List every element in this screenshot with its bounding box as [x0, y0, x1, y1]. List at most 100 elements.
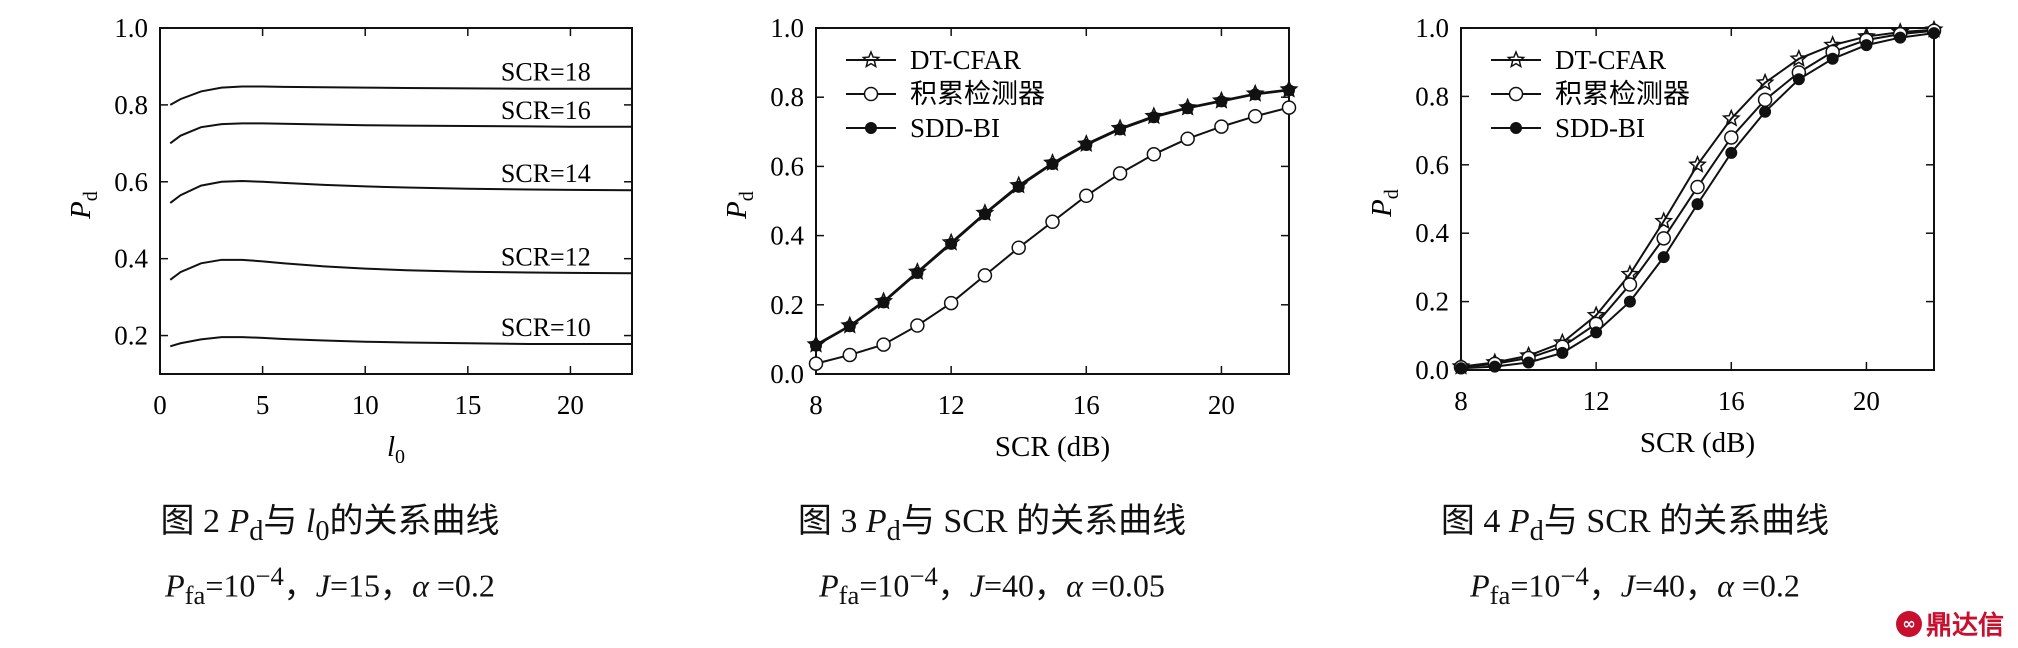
figure-4-title: 图 4 Pd与 SCR 的关系曲线 — [1305, 500, 1965, 554]
data-point — [1826, 52, 1839, 65]
y-tick-label: 0.6 — [770, 151, 804, 181]
figure-4-params: Pfa=10−4，J=40，α =0.2 — [1305, 554, 1965, 617]
data-point — [943, 295, 959, 311]
data-point — [1249, 88, 1262, 101]
figure-2-caption: 图 2 Pd与 l0的关系曲线 Pfa=10−4，J=15，α =0.2 — [0, 500, 660, 617]
chart-pd-vs-scr-alpha-005: 0.0 0.2 0.4 0.6 0.8 1.0 8 12 16 20 Pd SCR (dB) DT-CF… — [721, 13, 1299, 463]
y-tick-label: 0.2 — [114, 321, 148, 351]
title-text-end: 的关系曲线 — [329, 503, 500, 540]
data-point — [1757, 92, 1773, 108]
param-p: P — [1470, 567, 1490, 604]
y-tick-label: 0.4 — [1415, 218, 1449, 248]
series-line — [815, 106, 1290, 365]
x-axis-label: l0 — [387, 431, 405, 468]
plot-frame — [159, 27, 633, 375]
param-j: J — [969, 567, 984, 604]
param-exp: −4 — [1560, 560, 1589, 591]
param-alpha: α — [1066, 567, 1083, 604]
curve-label: SCR=10 — [501, 313, 591, 342]
title-variable: l — [305, 503, 316, 540]
data-point — [1792, 73, 1805, 86]
figure-4-caption: 图 4 Pd与 SCR 的关系曲线 Pfa=10−4，J=40，α =0.2 — [1305, 500, 1965, 617]
series-1: SCR=18 — [169, 58, 632, 106]
data-point — [1623, 295, 1636, 308]
data-point — [1146, 147, 1162, 162]
data-point — [1654, 211, 1674, 230]
data-point — [1180, 131, 1195, 146]
title-symbol: P — [865, 503, 887, 540]
series-line — [169, 258, 633, 281]
legend-label: 积累检测器 — [1555, 79, 1690, 109]
data-point — [1755, 72, 1775, 91]
series-3 — [1455, 27, 1940, 375]
data-point — [1894, 31, 1907, 44]
y-tick-label: 1.0 — [1415, 13, 1449, 43]
param-j-val: =15， — [330, 567, 413, 604]
y-tick-label: 0.2 — [770, 290, 804, 320]
data-point — [808, 356, 824, 371]
data-point — [910, 318, 925, 333]
x-tick-label: 12 — [1583, 386, 1610, 416]
data-point — [1759, 105, 1772, 118]
data-point — [842, 347, 858, 363]
data-point — [1079, 188, 1094, 204]
x-tick-label: 8 — [1454, 386, 1468, 416]
param-j-val: =40， — [984, 567, 1067, 604]
figure-3-title: 图 3 Pd与 SCR 的关系曲线 — [662, 500, 1322, 554]
y-tick-label: 0.6 — [1415, 150, 1449, 180]
legend-label: 积累检测器 — [910, 79, 1045, 109]
data-point — [1283, 84, 1295, 97]
data-point — [1012, 180, 1025, 193]
data-point — [1046, 157, 1059, 170]
title-text: 与 — [263, 503, 298, 540]
series-line — [169, 336, 632, 348]
param-sep: ， — [937, 567, 970, 604]
curve-label: SCR=12 — [501, 242, 591, 271]
param-p-sub: fa — [838, 579, 860, 610]
data-point — [877, 296, 890, 309]
data-point — [1688, 154, 1707, 173]
watermark-text: 鼎达信 — [1925, 611, 2004, 641]
plot-frame — [815, 27, 1290, 375]
param-p: P — [165, 567, 185, 604]
data-point — [1181, 102, 1194, 115]
title-variable-sub: 0 — [315, 515, 330, 547]
data-point — [1488, 360, 1501, 373]
param-p: P — [819, 567, 839, 604]
figure-number: 图 2 — [160, 503, 220, 540]
x-axis-label: SCR (dB) — [995, 431, 1110, 463]
param-p-sub: fa — [184, 579, 206, 610]
param-eq: =10 — [859, 567, 910, 604]
y-axis-label: Pd — [1366, 189, 1403, 218]
data-point — [1114, 123, 1127, 136]
param-exp: −4 — [909, 560, 938, 591]
figure-3-caption: 图 3 Pd与 SCR 的关系曲线 Pfa=10−4，J=40，α =0.05 — [662, 500, 1322, 617]
data-point — [1247, 108, 1263, 124]
y-tick-label: 0.4 — [114, 244, 148, 274]
data-point — [1622, 277, 1638, 292]
data-point — [1691, 198, 1704, 211]
param-alpha-val: =0.05 — [1082, 567, 1165, 604]
figure-number: 图 4 — [1440, 503, 1501, 540]
data-point — [1657, 251, 1670, 264]
data-point — [876, 337, 891, 352]
data-point — [945, 237, 958, 250]
series-3: SCR=14 — [169, 159, 633, 204]
data-point — [1725, 146, 1738, 159]
x-tick-label: 20 — [1208, 390, 1235, 420]
param-j-val: =40， — [1635, 567, 1718, 604]
figure-3-panel: 0.0 0.2 0.4 0.6 0.8 1.0 8 12 16 20 Pd SCR (dB) DT-CF… — [660, 0, 1320, 470]
data-point — [1690, 179, 1705, 195]
param-alpha: α — [412, 567, 429, 604]
figure-number: 图 3 — [797, 503, 858, 540]
title-symbol: P — [1508, 503, 1530, 540]
data-point — [1522, 356, 1535, 369]
y-tick-label: 1.0 — [114, 13, 148, 43]
param-alpha: α — [1717, 567, 1734, 604]
title-text: 与 SCR 的关系曲线 — [1543, 503, 1830, 540]
param-p-sub: fa — [1489, 579, 1511, 610]
series-2 — [808, 100, 1297, 371]
title-symbol: P — [228, 503, 250, 540]
legend-label: DT-CFAR — [1555, 45, 1666, 75]
title-text: 与 SCR 的关系曲线 — [900, 503, 1187, 540]
